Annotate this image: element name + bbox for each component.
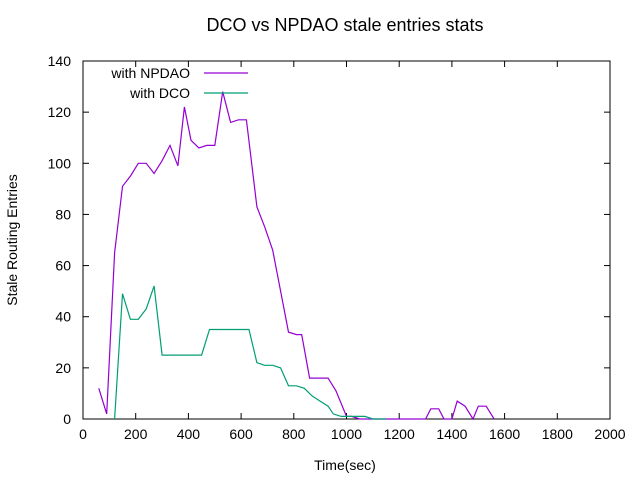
y-tick-label: 0 xyxy=(63,411,71,427)
series-line-with-dco xyxy=(114,285,386,420)
y-tick-label: 100 xyxy=(48,155,72,171)
y-axis-label: Stale Routing Entries xyxy=(4,174,20,306)
legend-label-with-npdao: with NPDAO xyxy=(110,65,190,81)
x-tick-label: 2000 xyxy=(594,426,625,442)
y-tick-label: 40 xyxy=(55,309,71,325)
y-tick-label: 140 xyxy=(48,53,72,69)
x-tick-label: 1000 xyxy=(331,426,362,442)
x-tick-label: 600 xyxy=(229,426,253,442)
y-tick-label: 120 xyxy=(48,104,72,120)
x-tick-label: 1400 xyxy=(436,426,467,442)
x-axis-label: Time(sec) xyxy=(314,457,376,473)
y-tick-label: 20 xyxy=(55,360,71,376)
x-tick-label: 1200 xyxy=(384,426,415,442)
x-tick-label: 0 xyxy=(79,426,87,442)
x-tick-label: 1800 xyxy=(542,426,573,442)
x-tick-label: 200 xyxy=(124,426,148,442)
y-axis-ticks: 0 20 40 60 80 100 120 140 xyxy=(48,53,610,427)
x-tick-label: 1600 xyxy=(489,426,520,442)
chart-title: DCO vs NPDAO stale entries stats xyxy=(206,15,483,35)
series-line-with-npdao xyxy=(98,91,495,421)
legend: with NPDAO with DCO xyxy=(110,65,248,101)
x-axis-ticks: 0 200 400 600 800 1000 1200 1400 1600 1800 2000 xyxy=(79,61,626,442)
legend-label-with-dco: with DCO xyxy=(129,85,190,101)
x-tick-label: 400 xyxy=(177,426,201,442)
y-tick-label: 80 xyxy=(55,206,71,222)
series-layer xyxy=(98,91,495,421)
x-tick-label: 800 xyxy=(282,426,306,442)
y-tick-label: 60 xyxy=(55,258,71,274)
